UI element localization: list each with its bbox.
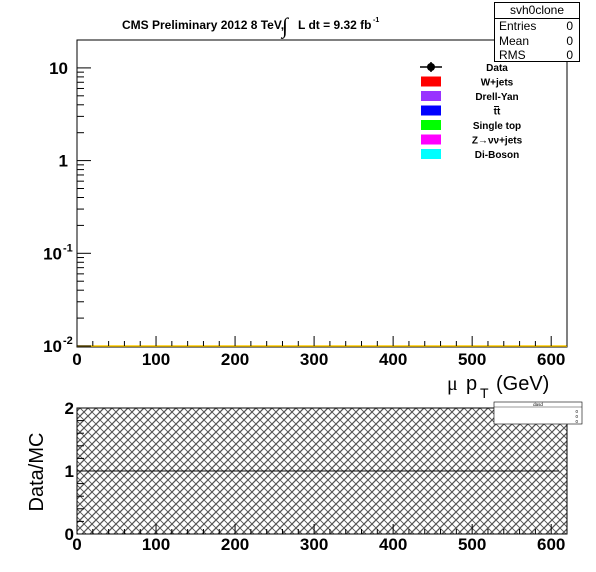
y-tick-label-exponent: -2 bbox=[63, 335, 73, 347]
stats-title: svh0clone bbox=[495, 3, 579, 19]
stats-row-mean: Mean 0 bbox=[495, 34, 579, 49]
legend-label: tt bbox=[494, 107, 501, 118]
x-tick-label: 400 bbox=[379, 535, 407, 554]
ratio-stats-value: 0 bbox=[575, 414, 578, 419]
x-axis-label-p: p bbox=[466, 373, 477, 395]
x-tick-label: 600 bbox=[537, 535, 565, 554]
top-plot-frame bbox=[76, 39, 568, 348]
y-tick-label: 10 bbox=[49, 59, 68, 78]
ratio-stats-name: dasd bbox=[533, 402, 543, 407]
stats-label: Entries bbox=[499, 19, 537, 33]
legend-swatch bbox=[421, 134, 441, 145]
x-tick-label: 600 bbox=[537, 350, 565, 369]
x-tick-label: 300 bbox=[300, 350, 328, 369]
x-tick-label: 400 bbox=[379, 350, 407, 369]
x-tick-label: 500 bbox=[458, 535, 486, 554]
legend-swatch bbox=[421, 149, 441, 159]
legend-swatch bbox=[421, 120, 441, 130]
legend-label: Data bbox=[486, 63, 508, 74]
ratio-stats-box: dasd 0 0 0 bbox=[493, 401, 583, 425]
x-axis-label-sub: T bbox=[480, 385, 489, 401]
ratio-stats-value: 0 bbox=[575, 419, 578, 424]
legend-label: W+jets bbox=[481, 78, 514, 89]
y-tick-label: 10 bbox=[43, 337, 62, 356]
stats-label: Mean bbox=[499, 33, 530, 48]
ratio-y-axis-label: Data/MC bbox=[26, 433, 48, 512]
ratio-y-tick-label: 0 bbox=[65, 525, 74, 544]
y-tick-label: 10 bbox=[43, 244, 62, 263]
stats-row-entries: Entries 0 bbox=[495, 19, 579, 34]
x-tick-label: 100 bbox=[142, 350, 170, 369]
legend-label: Single top bbox=[473, 121, 521, 132]
legend-swatch bbox=[421, 105, 441, 116]
legend: Data W+jets Drell-Yan tt Single top Z→νν+jets… bbox=[420, 62, 523, 161]
y-tick-label-exponent: -1 bbox=[63, 242, 73, 254]
x-tick-label: 200 bbox=[221, 535, 249, 554]
stats-value: 0 bbox=[566, 33, 573, 48]
stats-box: svh0clone Entries 0 Mean 0 RMS 0 bbox=[494, 2, 580, 62]
y-tick-label: 1 bbox=[59, 152, 68, 171]
legend-swatch bbox=[421, 91, 441, 101]
legend-label: Drell-Yan bbox=[475, 92, 518, 103]
legend-swatch bbox=[421, 76, 441, 87]
stats-value: 0 bbox=[566, 48, 573, 62]
x-tick-label: 200 bbox=[221, 350, 249, 369]
chart-lumi: L dt = 9.32 fb bbox=[298, 18, 371, 32]
chart-lumi-exponent: -1 bbox=[373, 17, 379, 24]
ratio-y-axis: 0 1 2 bbox=[65, 399, 91, 544]
x-tick-label: 0 bbox=[72, 350, 81, 369]
x-tick-label: 300 bbox=[300, 535, 328, 554]
legend-data-marker bbox=[427, 63, 435, 71]
x-tick-label: 0 bbox=[72, 535, 81, 554]
x-axis-label-unit: (GeV) bbox=[496, 373, 549, 395]
chart-title: CMS Preliminary 2012 8 TeV, bbox=[122, 18, 284, 32]
stats-row-rms: RMS 0 bbox=[495, 48, 579, 63]
ratio-x-axis: 0 100 200 300 400 500 600 bbox=[72, 524, 568, 554]
ratio-stats-value: 0 bbox=[575, 409, 578, 414]
stats-label: RMS bbox=[499, 48, 526, 62]
ratio-y-tick-label: 1 bbox=[65, 462, 74, 481]
integral-symbol: ∫ bbox=[280, 13, 290, 39]
top-x-axis: 0 100 200 300 400 500 600 bbox=[72, 336, 568, 369]
x-tick-label: 500 bbox=[458, 350, 486, 369]
legend-label: Di-Boson bbox=[475, 150, 519, 161]
legend-label: Z→νν+jets bbox=[472, 136, 523, 147]
stats-value: 0 bbox=[566, 19, 573, 33]
x-tick-label: 100 bbox=[142, 535, 170, 554]
ratio-y-tick-label: 2 bbox=[65, 399, 74, 418]
x-axis-label-mu: μ bbox=[447, 373, 458, 395]
